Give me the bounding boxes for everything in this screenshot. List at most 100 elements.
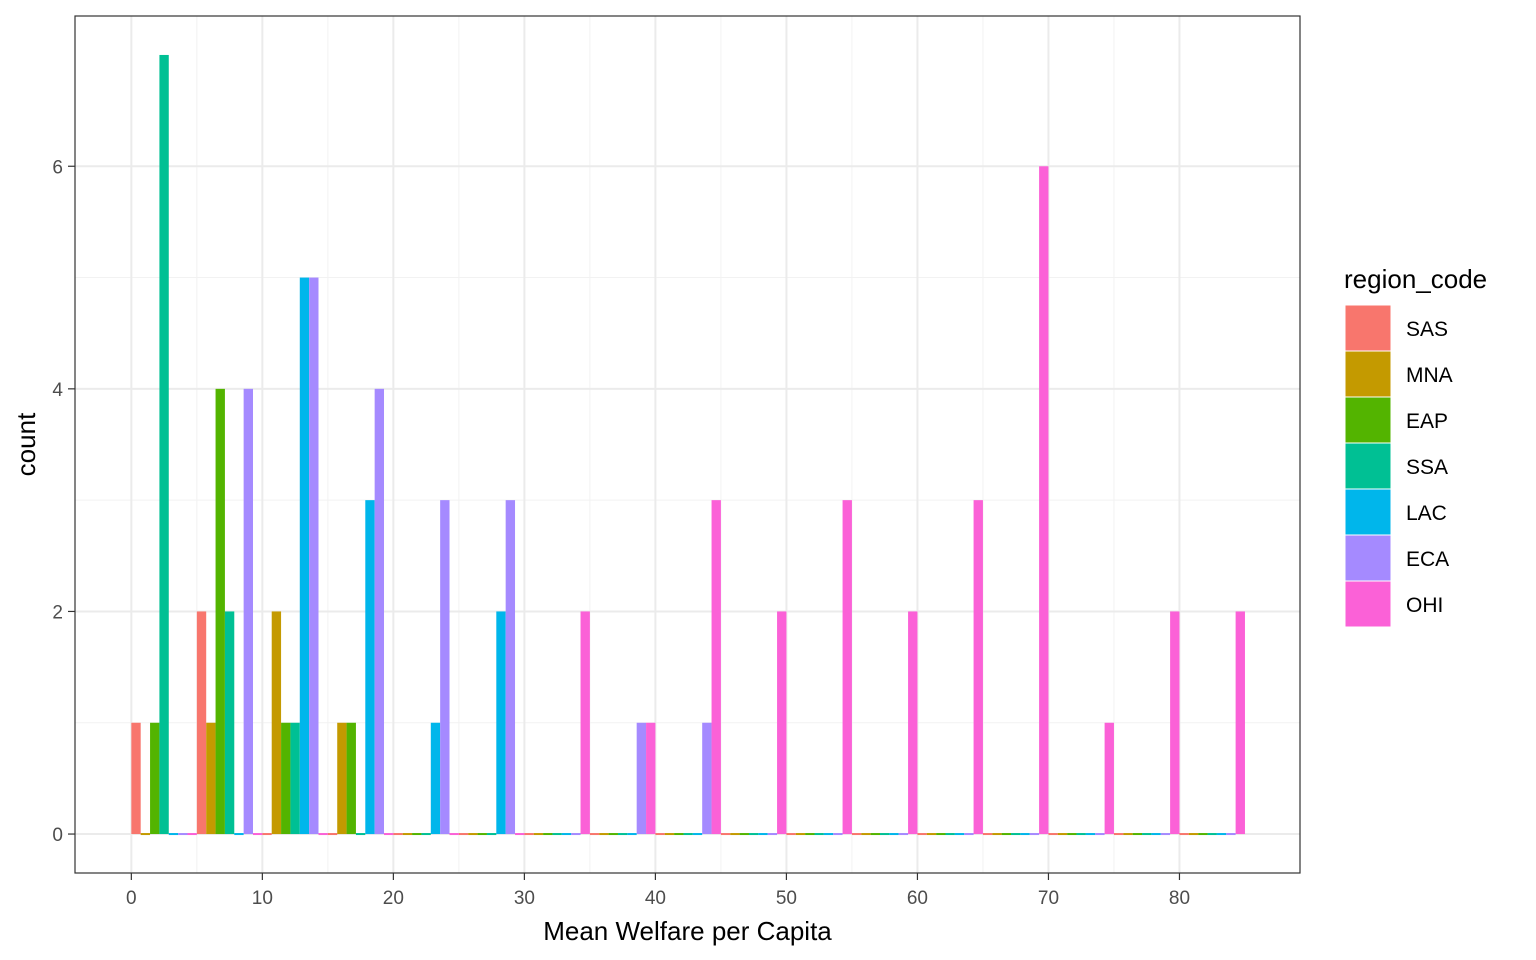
bar-mna xyxy=(533,833,544,836)
bar-ssa xyxy=(355,833,366,836)
bar-ohi xyxy=(646,722,656,835)
bar-eap xyxy=(412,833,422,836)
x-axis-title: Mean Welfare per Capita xyxy=(543,916,832,946)
bar-eap xyxy=(870,833,880,836)
bar-sas xyxy=(393,833,403,836)
bar-ohi xyxy=(1170,611,1180,835)
bar-lac xyxy=(692,833,703,836)
bar-ssa xyxy=(814,833,824,836)
bar-sas xyxy=(458,833,469,836)
y-tick-label: 2 xyxy=(52,602,63,623)
bar-ohi xyxy=(1039,166,1049,835)
bar-mna xyxy=(599,833,609,836)
bar-mna xyxy=(861,833,871,836)
bar-sas xyxy=(786,833,796,836)
bar-eap xyxy=(739,833,749,836)
bar-eca xyxy=(636,722,647,835)
bar-sas xyxy=(1113,833,1124,836)
bar-eap xyxy=(936,833,946,836)
y-tick-label: 6 xyxy=(52,157,63,178)
bar-ohi xyxy=(842,500,852,835)
bar-sas xyxy=(851,833,862,836)
bar-sas xyxy=(1179,833,1189,836)
bar-mna xyxy=(795,833,806,836)
bar-ssa xyxy=(1076,833,1086,836)
bar-eca xyxy=(505,500,516,835)
bar-ssa xyxy=(880,833,890,836)
bar-lac xyxy=(1151,833,1161,836)
legend-label-sas: SAS xyxy=(1406,318,1448,341)
y-axis-title: count xyxy=(11,412,41,476)
bar-eca xyxy=(374,388,385,835)
bar-mna xyxy=(926,833,937,836)
bars xyxy=(131,54,1245,836)
bar-lac xyxy=(627,833,637,836)
bar-mna xyxy=(468,833,478,836)
bar-ohi xyxy=(1235,611,1245,835)
bar-mna xyxy=(730,833,740,836)
bar-ohi xyxy=(318,833,328,836)
legend-label-eap: EAP xyxy=(1406,410,1448,433)
legend: region_code SAS MNA EAP SSA LAC ECA OHI xyxy=(1344,264,1487,628)
bar-sas xyxy=(196,611,207,835)
bar-eca xyxy=(440,500,450,835)
bar-eca xyxy=(767,833,778,836)
bar-lac xyxy=(430,722,441,835)
bar-sas xyxy=(589,833,600,836)
bar-sas xyxy=(917,833,927,836)
bar-ohi xyxy=(515,833,525,836)
bar-lac xyxy=(823,833,834,836)
legend-label-ohi: OHI xyxy=(1406,594,1443,617)
legend-key-ohi xyxy=(1344,580,1392,628)
bar-eca xyxy=(1226,833,1236,836)
bar-lac xyxy=(496,611,506,835)
bar-sas xyxy=(655,833,665,836)
x-tick-label: 30 xyxy=(514,888,535,909)
bar-eca xyxy=(1029,833,1040,836)
bar-eap xyxy=(1198,833,1208,836)
legend-key-ssa xyxy=(1344,442,1392,490)
bar-ssa xyxy=(683,833,693,836)
bar-sas xyxy=(524,833,534,836)
bar-lac xyxy=(758,833,768,836)
bar-mna xyxy=(402,833,413,836)
y-tick-label: 4 xyxy=(52,380,63,401)
bar-sas xyxy=(262,833,272,836)
legend-label-eca: ECA xyxy=(1406,548,1449,571)
bar-eap xyxy=(674,833,684,836)
panel-border xyxy=(74,15,1301,874)
bar-ssa xyxy=(224,611,235,835)
bar-sas xyxy=(1048,833,1058,836)
legend-key-eap xyxy=(1344,396,1392,444)
bar-eap xyxy=(805,833,815,836)
bar-lac xyxy=(1085,833,1096,836)
bar-mna xyxy=(337,722,347,835)
bar-ssa xyxy=(1142,833,1152,836)
bar-ohi xyxy=(908,611,918,835)
bar-mna xyxy=(1188,833,1199,836)
bar-eap xyxy=(1132,833,1143,836)
bar-ssa xyxy=(421,833,431,836)
bar-eap xyxy=(150,722,160,835)
bar-ssa xyxy=(290,722,300,835)
bar-sas xyxy=(131,722,141,835)
x-tick-label: 40 xyxy=(645,888,666,909)
bar-eca xyxy=(1160,833,1171,836)
axes: 0 10 20 30 40 50 60 70 80 0 2 4 6 xyxy=(52,157,1190,909)
legend-label-mna: MNA xyxy=(1406,364,1453,387)
bar-eap xyxy=(1067,833,1077,836)
bar-ohi xyxy=(252,833,263,836)
bar-mna xyxy=(1057,833,1068,836)
bar-mna xyxy=(140,833,151,836)
bar-eca xyxy=(571,833,581,836)
y-tick-label: 0 xyxy=(52,825,63,846)
bar-ssa xyxy=(748,833,759,836)
x-tick-label: 50 xyxy=(776,888,797,909)
bar-eca xyxy=(833,833,843,836)
bar-ssa xyxy=(552,833,562,836)
bar-ohi xyxy=(580,611,590,835)
bar-eca xyxy=(309,277,319,835)
x-tick-label: 0 xyxy=(126,888,137,909)
bar-sas xyxy=(982,833,993,836)
